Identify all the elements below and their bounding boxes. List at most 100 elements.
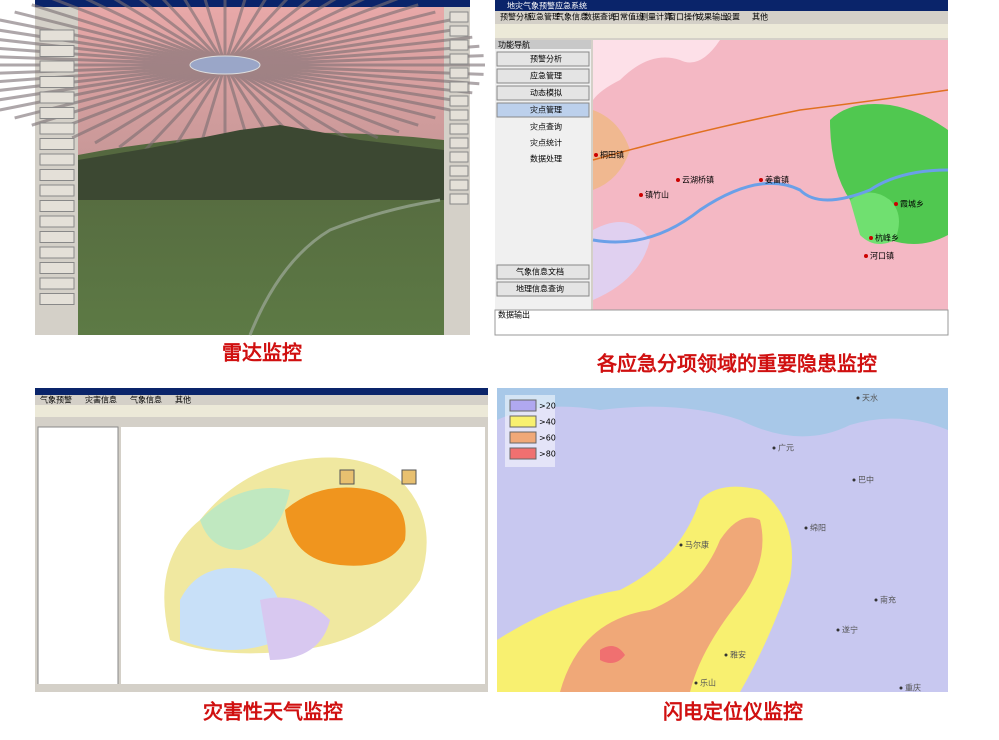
place-label: 云湖桥镇 [682, 175, 714, 185]
echo-ray [224, 63, 436, 120]
echo-ray [224, 63, 400, 134]
place-marker [759, 178, 763, 182]
place-label: 雅安 [730, 650, 746, 660]
place-marker [639, 193, 643, 197]
window-title: 地灾气象预警应急系统 [507, 1, 587, 11]
echo-ray [51, 0, 226, 67]
icon [401, 469, 417, 485]
menu-item: 气象信息 [556, 12, 588, 22]
button [449, 95, 469, 107]
echo-ray [223, 0, 267, 66]
sub-item: 灾点统计 [530, 138, 562, 148]
button [39, 91, 75, 104]
river [592, 168, 949, 244]
echo-ray [118, 63, 226, 149]
nav-button[interactable] [496, 85, 590, 101]
echo-ray [0, 28, 226, 67]
place-label: 天水 [862, 393, 878, 403]
warning-area [285, 487, 406, 566]
echo-ray [0, 38, 226, 67]
menu-item: 预警分析 [500, 12, 532, 22]
place-marker [856, 396, 860, 400]
menu-item: 成果输出 [696, 12, 728, 22]
echo-ray [71, 63, 226, 140]
nav-button[interactable] [496, 102, 590, 118]
zone [850, 192, 899, 244]
nav-button[interactable] [496, 264, 590, 280]
menu-item: 设置 [724, 12, 740, 22]
place-label: 重庆 [905, 683, 921, 693]
place-marker [864, 254, 868, 258]
echo-ray [143, 63, 227, 152]
place-label: 杭峰乡 [875, 233, 899, 243]
echo-ray [224, 3, 419, 67]
weather-screenshot: 气象预警 灾害信息 气象信息 其他 [35, 388, 488, 692]
button [39, 293, 75, 305]
toolbar [35, 405, 488, 417]
place-marker [679, 543, 683, 547]
echo-ray [224, 10, 436, 67]
nav-title: 功能导航 [498, 40, 530, 50]
button [39, 262, 75, 274]
place-label: 绵阳 [810, 523, 826, 533]
echo-ray [224, 54, 484, 67]
button [39, 29, 75, 42]
legend-swatch [509, 415, 537, 428]
echo-ray [224, 35, 473, 67]
button [39, 246, 75, 259]
echo-ray [224, 44, 480, 67]
button [449, 53, 469, 65]
button [39, 107, 75, 119]
echo-ray [50, 63, 226, 134]
place-label: 巴中 [858, 475, 874, 485]
echo-ray [224, 26, 463, 67]
echo-ray [224, 63, 419, 127]
nav-button[interactable] [496, 68, 590, 84]
place-marker [874, 598, 878, 602]
sub-item: 数据处理 [530, 154, 562, 164]
button [39, 277, 75, 290]
echo-ray [224, 0, 337, 67]
nav-button-label: 应急管理 [530, 71, 562, 81]
region [260, 597, 330, 660]
button [449, 193, 469, 205]
place-label: 姜畬镇 [765, 175, 789, 185]
echo-ray [183, 0, 227, 66]
echo-ray [224, 18, 451, 67]
region [180, 568, 282, 650]
nav-button-label: 动态模拟 [530, 88, 562, 98]
echo-ray [224, 0, 399, 67]
echo-ray [0, 63, 226, 112]
button [39, 76, 75, 88]
place-marker [694, 681, 698, 685]
nav-button[interactable] [496, 281, 590, 297]
nav-button-label: 灾点管理 [530, 105, 562, 115]
button [39, 169, 75, 181]
echo-ray [0, 63, 226, 92]
menu-item: 灾害信息 [85, 395, 117, 405]
zone [593, 110, 630, 190]
echo-ray [223, 0, 247, 66]
button [39, 138, 75, 150]
place-label: 镇竹山 [645, 190, 669, 200]
zone [600, 646, 625, 664]
nav-button[interactable] [496, 51, 590, 67]
place-marker [772, 446, 776, 450]
side-panel [37, 426, 119, 686]
echo-ray [0, 63, 226, 102]
legend-swatch [509, 399, 537, 412]
legend-swatch [509, 447, 537, 460]
menu-item: 其他 [175, 395, 191, 405]
place-marker [724, 653, 728, 657]
button [449, 151, 469, 163]
echo-ray [224, 63, 480, 86]
place-label: 桐田镇 [600, 150, 624, 160]
echo-ray [203, 0, 227, 66]
echo-ray [224, 0, 365, 67]
menu-item: 气象信息 [130, 395, 162, 405]
nav-button-label: 地理信息查询 [516, 284, 564, 294]
place-marker [899, 686, 903, 690]
caption: 各应急分项领域的重要隐患监控 [596, 352, 877, 376]
echo-ray [0, 46, 226, 67]
